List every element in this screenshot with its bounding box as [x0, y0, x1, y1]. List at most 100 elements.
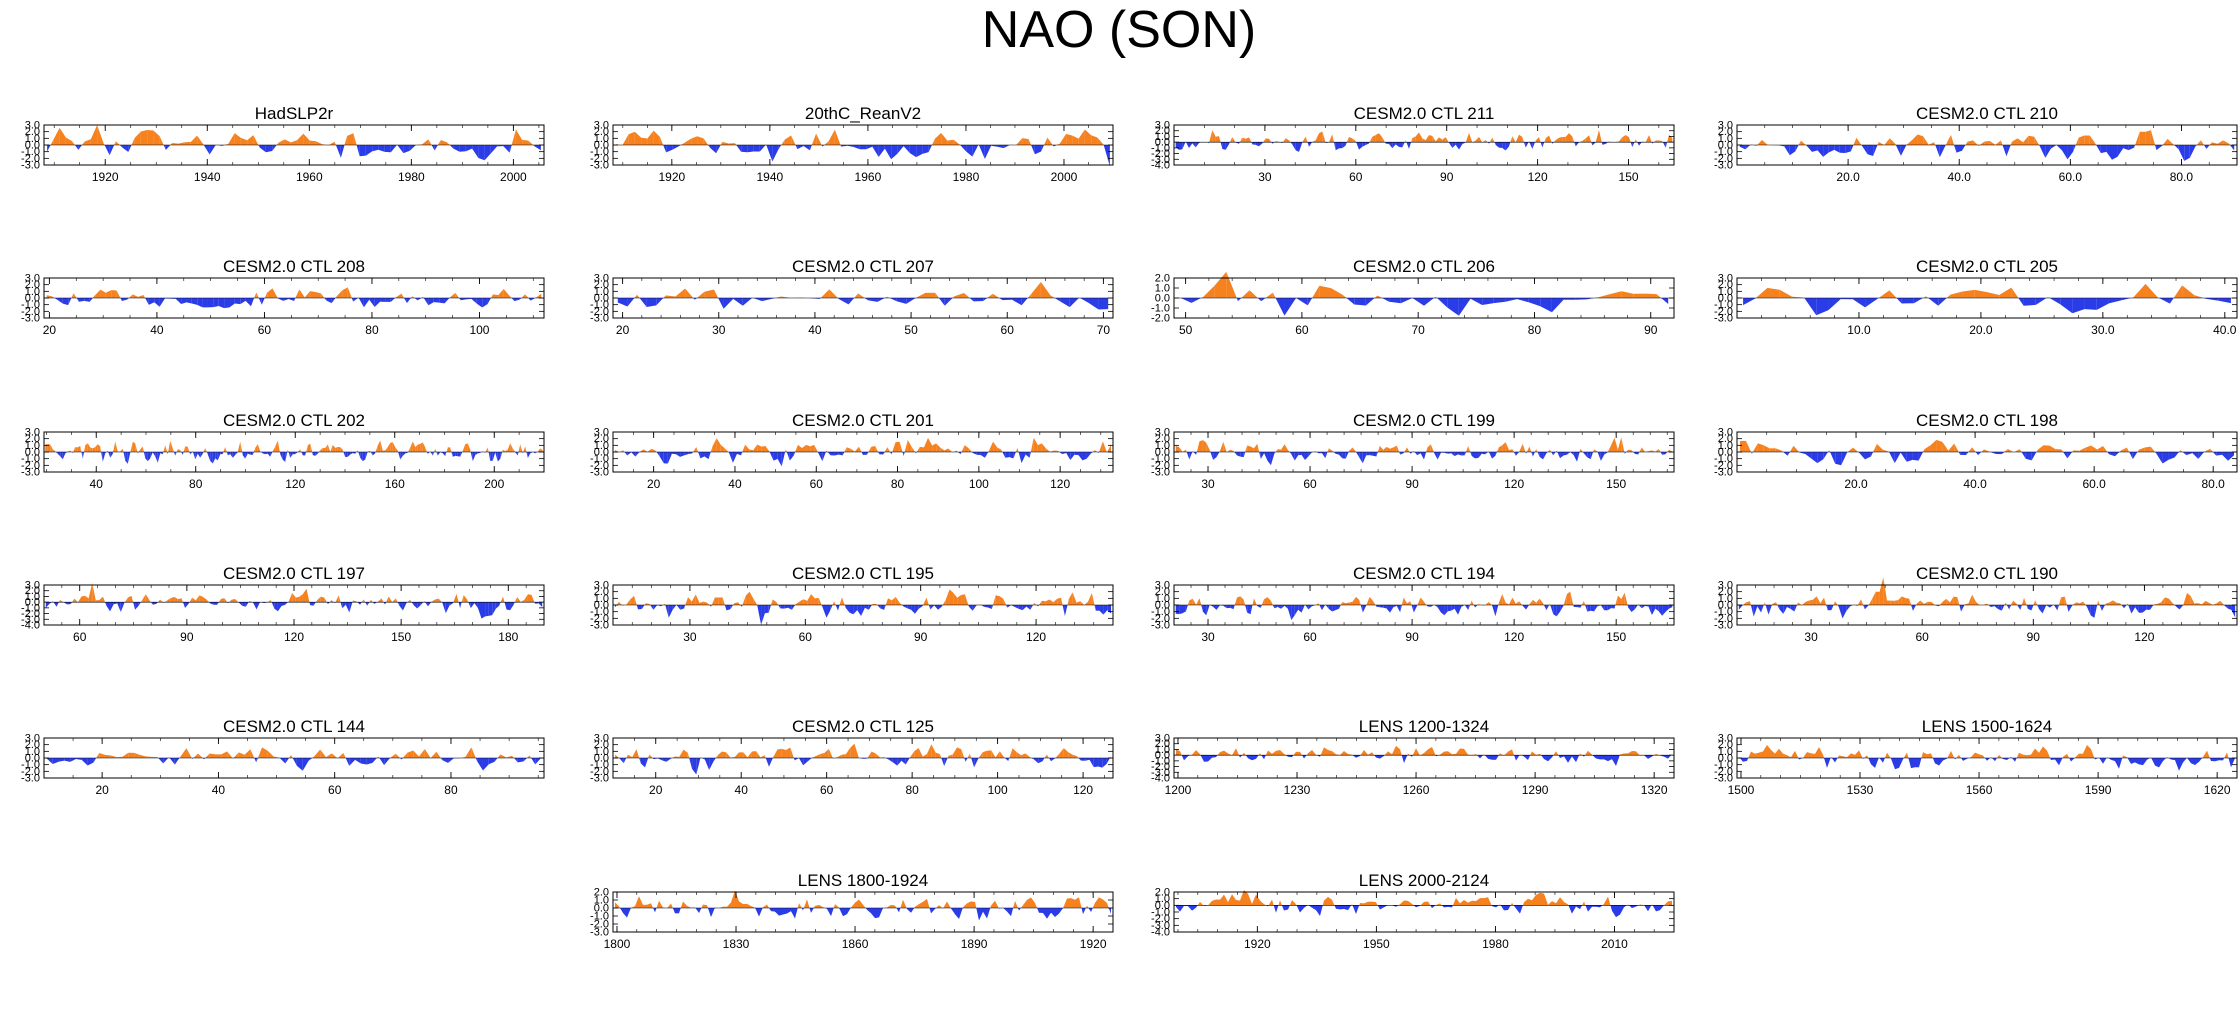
negative-anomaly — [1870, 452, 1874, 457]
negative-anomaly — [1009, 452, 1014, 459]
positive-anomaly — [919, 901, 923, 908]
negative-anomaly — [1260, 452, 1265, 459]
negative-anomaly — [1365, 142, 1369, 145]
negative-anomaly — [2135, 758, 2139, 765]
positive-anomaly — [50, 444, 53, 452]
negative-anomaly — [1548, 755, 1552, 762]
positive-anomaly — [107, 450, 109, 452]
negative-anomaly — [878, 452, 880, 455]
positive-anomaly — [1425, 135, 1429, 143]
negative-anomaly — [1789, 145, 1796, 156]
negative-anomaly — [1287, 605, 1292, 621]
positive-anomaly — [999, 751, 1005, 758]
y-tick-label: 1.0 — [1718, 440, 1733, 452]
negative-anomaly — [1911, 758, 1915, 769]
negative-anomaly — [830, 452, 835, 456]
positive-anomaly — [1401, 597, 1404, 605]
positive-anomaly — [1746, 601, 1750, 605]
negative-anomaly — [384, 758, 390, 766]
x-tick-label: 90 — [914, 630, 928, 644]
negative-anomaly — [460, 452, 463, 457]
positive-anomaly — [357, 450, 359, 452]
negative-anomaly — [1962, 145, 1966, 151]
negative-anomaly — [971, 758, 975, 768]
y-tick-label: -3.0 — [590, 927, 609, 939]
negative-anomaly — [892, 758, 898, 766]
negative-anomaly — [795, 908, 798, 919]
negative-anomaly — [222, 452, 224, 454]
negative-anomaly — [1002, 298, 1013, 301]
positive-anomaly — [139, 754, 146, 758]
negative-anomaly — [899, 908, 901, 913]
panel-title: CESM2.0 CTL 199 — [1353, 411, 1495, 430]
positive-anomaly — [1072, 135, 1079, 145]
positive-anomaly — [1250, 446, 1254, 452]
negative-anomaly — [834, 452, 839, 456]
negative-anomaly — [1495, 142, 1499, 148]
negative-anomaly — [1345, 452, 1349, 459]
negative-anomaly — [2146, 605, 2150, 610]
positive-anomaly — [899, 602, 902, 605]
negative-anomaly — [972, 145, 979, 157]
negative-anomaly — [623, 758, 627, 764]
x-tick-label: 40.0 — [1963, 477, 1987, 491]
negative-anomaly — [753, 145, 760, 152]
positive-anomaly — [1199, 440, 1203, 452]
positive-anomaly — [1328, 750, 1332, 756]
positive-anomaly — [1067, 599, 1069, 605]
negative-anomaly — [1294, 452, 1299, 461]
negative-anomaly — [128, 145, 132, 152]
negative-anomaly — [285, 452, 288, 462]
negative-anomaly — [423, 298, 429, 306]
y-tick-label: -4.0 — [1151, 773, 1170, 785]
x-tick-label: 80 — [189, 477, 203, 491]
negative-anomaly — [707, 908, 711, 918]
positive-anomaly — [995, 900, 999, 908]
negative-anomaly — [81, 452, 83, 459]
negative-anomaly — [420, 602, 424, 606]
positive-anomaly — [1749, 601, 1751, 605]
negative-anomaly — [191, 298, 198, 305]
negative-anomaly — [1345, 142, 1347, 146]
negative-anomaly — [859, 145, 867, 150]
negative-anomaly — [976, 452, 981, 456]
positive-anomaly — [490, 294, 493, 298]
negative-anomaly — [1828, 145, 1835, 153]
positive-anomaly — [363, 599, 366, 603]
y-tick-label: -3.0 — [1714, 467, 1733, 479]
positive-anomaly — [1553, 751, 1556, 756]
positive-anomaly — [790, 747, 794, 758]
negative-anomaly — [689, 758, 693, 769]
negative-anomaly — [666, 145, 673, 153]
positive-anomaly — [2150, 130, 2156, 145]
positive-anomaly — [781, 748, 787, 758]
negative-anomaly — [1662, 142, 1666, 148]
negative-anomaly — [897, 758, 902, 766]
positive-anomaly — [1624, 592, 1628, 605]
negative-anomaly — [160, 452, 163, 455]
positive-anomaly — [520, 444, 523, 452]
negative-anomaly — [1919, 758, 1922, 768]
negative-anomaly — [474, 602, 478, 609]
positive-anomaly — [1936, 439, 1943, 452]
negative-anomaly — [343, 452, 346, 458]
y-tick-label: 3.0 — [25, 273, 40, 285]
chart-panel: CESM2.0 CTL 1953.02.01.00.0-1.0-2.0-3.03… — [590, 564, 1114, 644]
negative-anomaly — [983, 908, 987, 919]
negative-anomaly — [1233, 605, 1235, 610]
positive-anomaly — [233, 752, 239, 758]
negative-anomaly — [864, 605, 869, 610]
positive-anomaly — [2120, 447, 2127, 452]
negative-anomaly — [390, 145, 397, 153]
positive-anomaly — [1619, 137, 1623, 143]
positive-anomaly — [1492, 137, 1495, 143]
negative-anomaly — [1108, 908, 1111, 914]
negative-anomaly — [906, 298, 916, 304]
positive-anomaly — [1068, 592, 1073, 605]
positive-anomaly — [413, 750, 419, 758]
y-tick-label: 0.0 — [594, 600, 609, 612]
negative-anomaly — [2084, 298, 2097, 310]
positive-anomaly — [1549, 449, 1552, 452]
negative-anomaly — [1960, 452, 1967, 455]
negative-anomaly — [135, 602, 139, 610]
